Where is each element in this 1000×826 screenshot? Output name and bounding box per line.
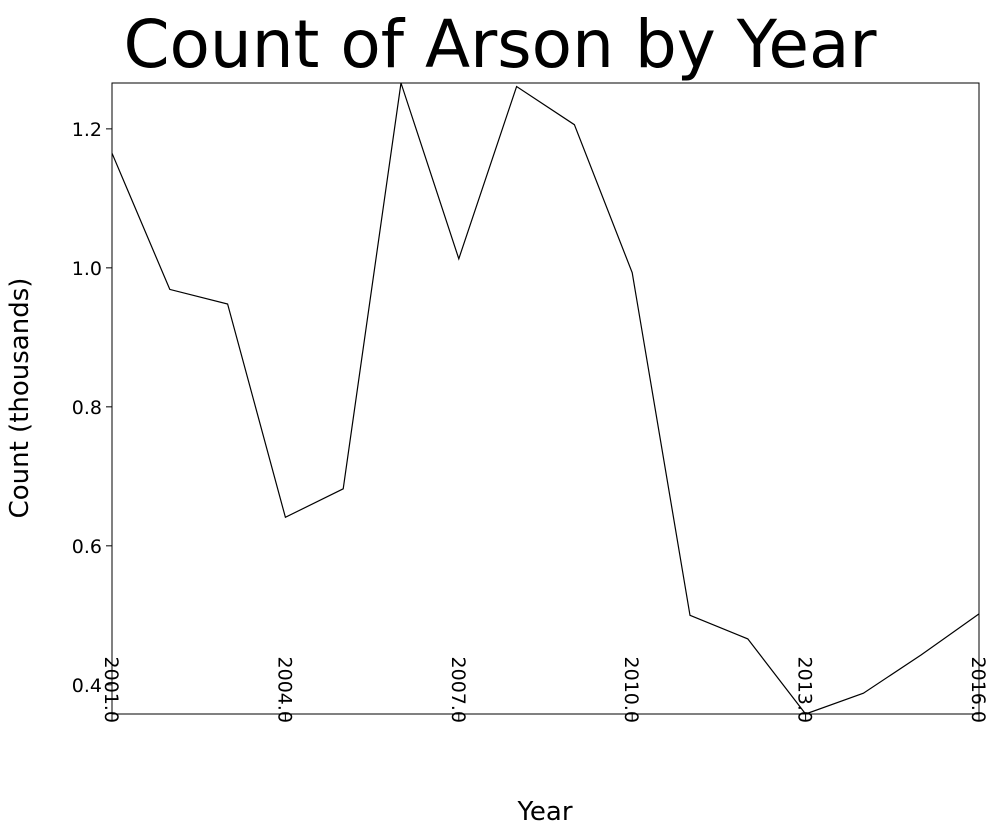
x-axis-label: Year: [516, 797, 572, 826]
y-tick-label: 0.6: [72, 536, 102, 558]
y-tick-label: 1.0: [72, 258, 102, 280]
data-points: [110, 81, 981, 716]
y-tick-label: 0.8: [72, 397, 102, 419]
x-tick-label: 2004.0: [273, 657, 295, 723]
plot-frame: [111, 82, 980, 715]
y-axis-label: Count (thousands): [5, 278, 35, 519]
x-tick-label: 2001.0: [100, 657, 122, 723]
y-axis: 0.4 0.6 0.8 1.0 1.2: [72, 119, 112, 697]
x-axis: 2001.0 2004.0 2007.0 2010.0 2013.0 2016.0: [100, 657, 989, 723]
chart-title: Count of Arson by Year: [123, 6, 877, 83]
y-tick-label: 0.4: [72, 675, 102, 697]
x-tick-label: 2010.0: [620, 657, 642, 723]
x-tick-label: 2016.0: [967, 657, 989, 723]
y-tick-label: 1.2: [72, 119, 102, 141]
x-tick-label: 2007.0: [447, 657, 469, 723]
series-line: [111, 82, 980, 715]
